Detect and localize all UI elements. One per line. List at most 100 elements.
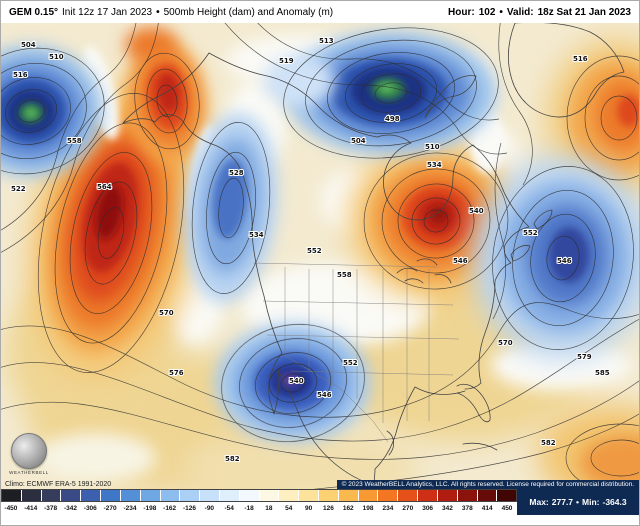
contour-label: 510 (425, 143, 440, 151)
colorbar-cell (319, 490, 339, 501)
maxmin-box: Max: 277.7 • Min: -364.3 (517, 489, 639, 515)
valid-value: 18z Sat 21 Jan 2023 (537, 6, 631, 18)
contour-label: 585 (595, 369, 610, 377)
climo-note: Climo: ECMWF ERA-5 1991-2020 (5, 481, 112, 488)
title-right: Hour: 102 • Valid: 18z Sat 21 Jan 2023 (448, 7, 631, 18)
colorbar-tick: -342 (63, 505, 77, 512)
coastlines (122, 23, 625, 486)
min-value: -364.3 (602, 497, 627, 507)
copyright-note: © 2023 WeatherBELL Analytics, LLC. All r… (336, 480, 639, 489)
colorbar-cell (259, 490, 280, 501)
contour-label: 552 (523, 229, 538, 237)
colorbar-cell (101, 490, 121, 501)
contour-label: 558 (67, 137, 82, 145)
contour-label: 546 (557, 257, 572, 265)
colorbar-tick: -162 (163, 505, 177, 512)
colorbar-tick: 54 (285, 505, 293, 512)
colorbar-tick: 414 (481, 505, 493, 512)
contour-label: 516 (13, 71, 28, 79)
weatherbell-logo: WeatherBELL (7, 433, 51, 475)
contour-label: 519 (279, 57, 294, 65)
colorbar-row: -450 -414 -378 -342 -306 -270 -234 -198 -162 -126… (1, 489, 639, 515)
contour-label: 570 (159, 309, 174, 317)
contour-label: 579 (577, 353, 592, 361)
contour-label: 534 (249, 231, 264, 239)
colorbar-tick: -414 (24, 505, 38, 512)
model-name: GEM 0.15° (9, 6, 59, 18)
contour-label: 552 (343, 359, 358, 367)
colorbar-cell (497, 490, 517, 501)
colorbar-cell (120, 490, 141, 501)
contour-label: 546 (317, 391, 332, 399)
colorbar: -450 -414 -378 -342 -306 -270 -234 -198 -162 -126… (1, 489, 517, 515)
colorbar-tick: 270 (402, 505, 414, 512)
contour-label: 540 (469, 207, 484, 215)
colorbar-cell (81, 490, 102, 501)
colorbar-tick: -90 (204, 505, 215, 512)
colorbar-cell (2, 490, 22, 501)
contour-label: 558 (337, 271, 352, 279)
contour-labels: 504 510 516 522 513 519 498 504 510 528 534 558 564 5… (10, 36, 611, 464)
colorbar-cell (437, 490, 458, 501)
colorbar-cell (41, 490, 62, 501)
contour-label: 582 (541, 439, 556, 447)
separator-dot: • (576, 497, 580, 507)
map-area: 504 510 516 522 513 519 498 504 510 528 534 558 564 5… (1, 23, 639, 489)
title-left: GEM 0.15° Init 12z 17 Jan 2023 • 500mb H… (9, 7, 333, 18)
colorbar-cells (1, 489, 517, 502)
colorbar-tick: -54 (224, 505, 234, 512)
contour-label: 534 (427, 161, 442, 169)
colorbar-cell (160, 490, 181, 501)
colorbar-cell (477, 490, 498, 501)
colorbar-cell (279, 490, 300, 501)
title-bar: GEM 0.15° Init 12z 17 Jan 2023 • 500mb H… (1, 1, 639, 23)
colorbar-cell (21, 490, 42, 501)
logo-text: WeatherBELL (9, 470, 49, 475)
colorbar-cell (418, 490, 438, 501)
colorbar-cell (299, 490, 319, 501)
contour-label: 516 (573, 55, 588, 63)
colorbar-tick: 306 (422, 505, 434, 512)
colorbar-tick: 342 (442, 505, 453, 512)
contour-label: 552 (307, 247, 322, 255)
weather-map-svg: 504 510 516 522 513 519 498 504 510 528 534 558 564 5… (1, 23, 639, 489)
contour-label: 540 (289, 377, 304, 385)
hour-value: 102 (478, 6, 496, 18)
colorbar-tick: -126 (183, 505, 197, 512)
product-name: 500mb Height (dam) and Anomaly (m) (163, 6, 334, 18)
colorbar-cell (219, 490, 240, 501)
logo-emblem (11, 433, 47, 469)
separator-dot: • (499, 6, 503, 18)
bottom-bar: -450 -414 -378 -342 -306 -270 -234 -198 -162 -126… (1, 489, 639, 525)
colorbar-tick: 90 (304, 505, 313, 512)
contour-label: 528 (229, 169, 244, 177)
colorbar-cell (398, 490, 419, 501)
colorbar-tick: 162 (342, 505, 354, 512)
colorbar-cell (358, 490, 379, 501)
max-value: 277.7 (551, 497, 574, 507)
colorbar-cell (239, 490, 260, 501)
colorbar-cell (61, 490, 82, 501)
contour-label: 582 (225, 455, 240, 463)
contour-label: 504 (21, 41, 36, 49)
colorbar-tick: 18 (265, 505, 273, 512)
colorbar-tick: -450 (4, 505, 18, 512)
colorbar-tick: 126 (322, 505, 334, 512)
contour-label: 564 (97, 183, 112, 191)
colorbar-cell (140, 490, 161, 501)
colorbar-tick: 450 (501, 505, 513, 512)
contour-label: 510 (49, 53, 64, 61)
colorbar-tick: -378 (44, 505, 58, 512)
colorbar-tick: 234 (382, 505, 394, 512)
colorbar-ticks: -450 -414 -378 -342 -306 -270 -234 -198 -162 -126… (1, 502, 517, 515)
valid-label: Valid: (506, 6, 534, 18)
contour-label: 513 (319, 37, 334, 45)
colorbar-tick: -270 (103, 505, 117, 512)
min-label: Min: (582, 497, 600, 507)
contour-label: 522 (11, 185, 26, 193)
contour-label: 570 (498, 339, 513, 347)
colorbar-tick: 378 (461, 505, 473, 512)
colorbar-cell (457, 490, 478, 501)
colorbar-cell (180, 490, 201, 501)
